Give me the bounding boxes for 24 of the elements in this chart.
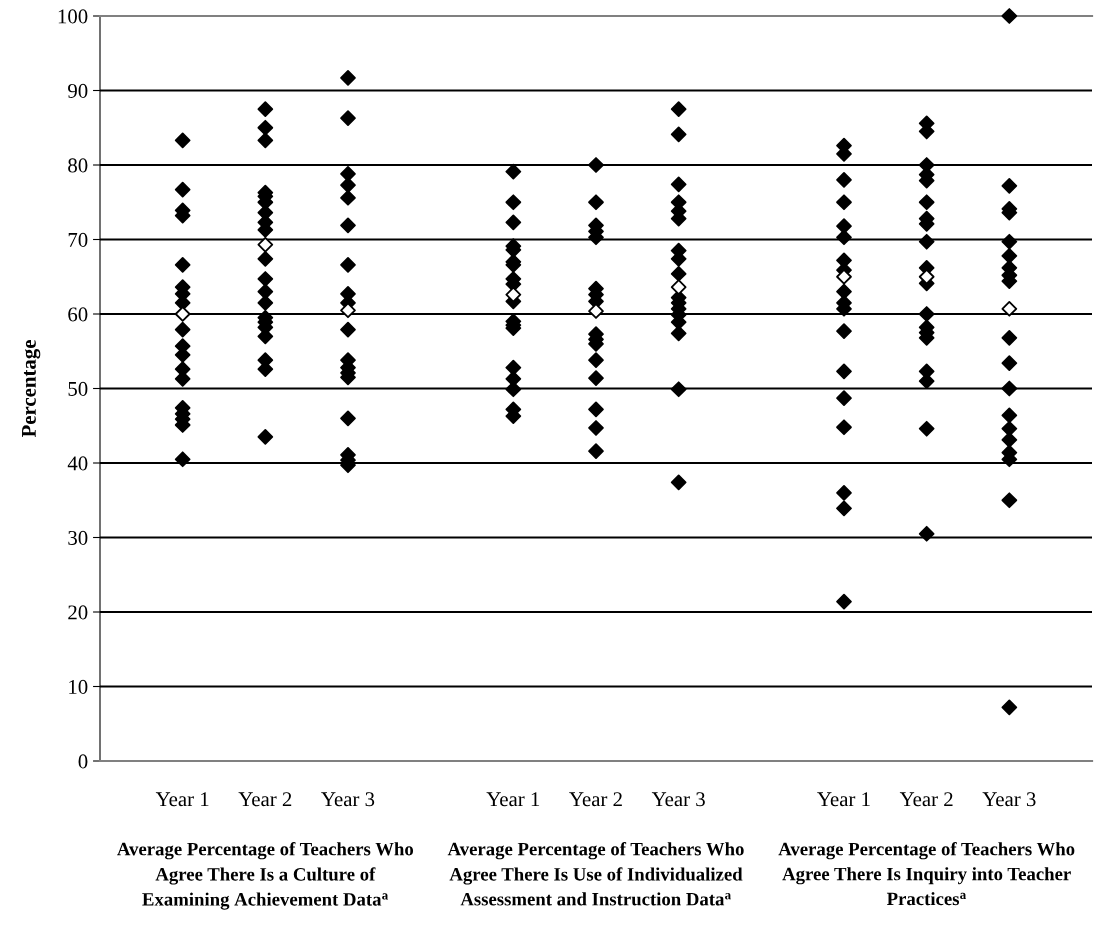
y-tick-label: 30 bbox=[68, 530, 88, 545]
y-tick-label: 60 bbox=[68, 307, 88, 322]
y-tick-label: 10 bbox=[69, 679, 88, 694]
y-tick-label: 80 bbox=[68, 158, 88, 173]
x-tick-label: Year 1 bbox=[817, 792, 870, 807]
x-tick-label: Year 1 bbox=[155, 792, 209, 807]
y-tick-label: 50 bbox=[68, 381, 88, 396]
y-tick-label: 40 bbox=[67, 456, 88, 471]
y-tick-label: 20 bbox=[68, 605, 88, 620]
y-axis-title: Percentage bbox=[22, 340, 41, 438]
y-tick-label: 0 bbox=[78, 754, 88, 769]
y-tick-label: 100 bbox=[58, 9, 88, 24]
text: Average Percentage of Teachers Who Agree There Is Inquiry into Teacher Practices$^{a}$ bbox=[778, 842, 1075, 906]
y-tick-label: 70 bbox=[68, 232, 88, 247]
text: Average Percentage of Teachers Who Agree There Is a Culture of Examining Achievement Data$^{a}$ bbox=[117, 842, 414, 910]
x-tick-label: Year 2 bbox=[569, 792, 622, 807]
x-tick-label: Year 2 bbox=[899, 792, 953, 807]
x-tick-label: Year 3 bbox=[651, 792, 705, 807]
y-tick-label: 90 bbox=[68, 83, 88, 98]
text: Average Percentage of Teachers Who Agree There Is Use of Individualized Assessment and Instruction Data$^{a}$ bbox=[447, 842, 744, 906]
x-tick-label: Year 1 bbox=[486, 792, 540, 807]
x-tick-label: Year 3 bbox=[982, 792, 1036, 807]
x-tick-label: Year 2 bbox=[238, 792, 292, 807]
x-tick-label: Year 3 bbox=[321, 792, 375, 807]
